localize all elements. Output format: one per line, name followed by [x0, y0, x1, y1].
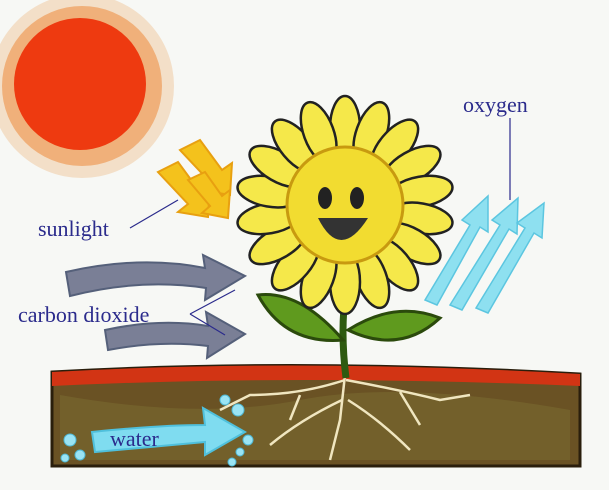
flower-face [287, 147, 403, 263]
label: sunlight [38, 216, 109, 241]
label: carbon dioxide [18, 302, 149, 327]
label: water [110, 426, 160, 451]
sun [14, 18, 146, 150]
eye [350, 187, 364, 209]
label: oxygen [463, 92, 528, 117]
photosynthesis-diagram: oxygen sunlight carbon dioxide water [0, 0, 609, 490]
eye [318, 187, 332, 209]
